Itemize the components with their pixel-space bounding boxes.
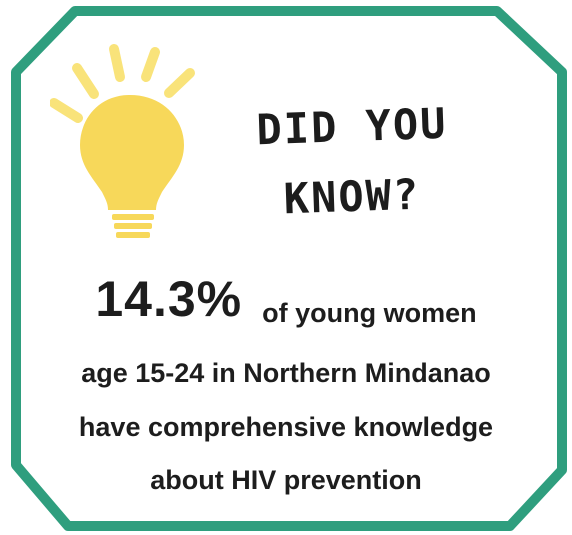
ray-5 (50, 98, 83, 123)
ray-4 (72, 63, 99, 99)
ray-2 (141, 47, 160, 82)
ray-1 (109, 44, 125, 82)
stat-value: 14.3% (95, 271, 243, 327)
stat-line-3: have comprehensive knowledge (78, 412, 494, 442)
stat-text-1: of young women (262, 298, 477, 328)
heading-line-1: DID YOU (255, 98, 449, 155)
stat-line-1: 14.3% of young women (20, 271, 552, 334)
stat-line-2: age 15-24 in Northern Mindanao (81, 358, 491, 388)
lightbulb-icon (50, 44, 195, 238)
heading-line-2: KNOW? (282, 169, 422, 224)
ray-3 (164, 68, 195, 98)
stat-line-4: about HIV prevention (150, 465, 422, 495)
